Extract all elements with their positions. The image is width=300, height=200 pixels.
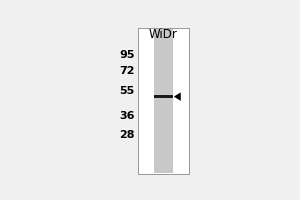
- Text: 72: 72: [119, 66, 134, 76]
- Text: 55: 55: [119, 86, 134, 96]
- Polygon shape: [174, 92, 181, 101]
- Text: 36: 36: [119, 111, 134, 121]
- Bar: [154, 29, 173, 173]
- Text: 28: 28: [119, 130, 134, 140]
- Text: 95: 95: [119, 50, 134, 60]
- Bar: [138, 28, 189, 174]
- Text: WiDr: WiDr: [149, 28, 178, 41]
- Bar: [154, 95, 173, 98]
